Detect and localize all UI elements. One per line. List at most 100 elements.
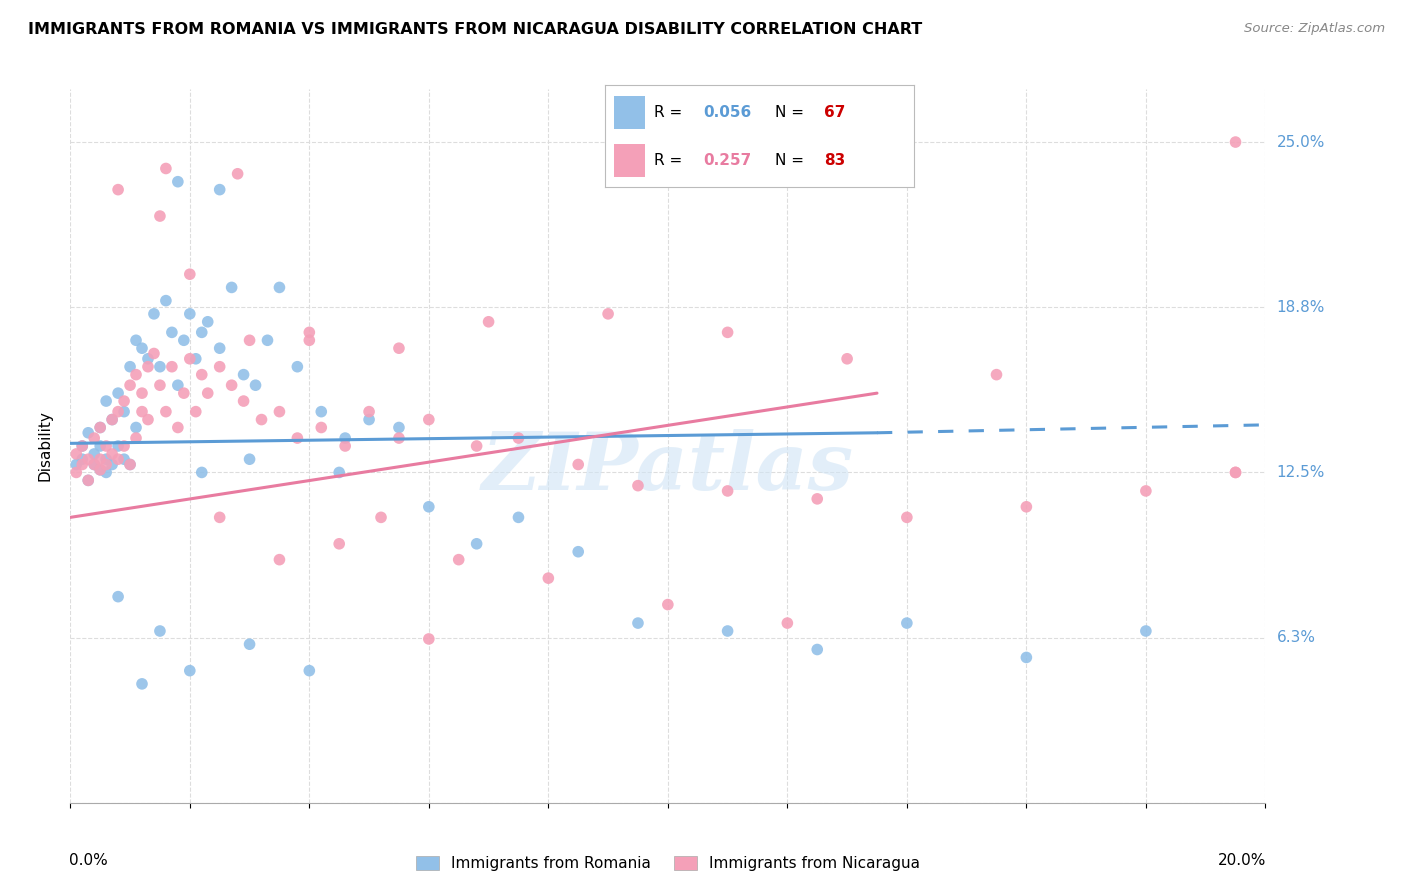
Point: [149, 624, 172, 638]
Point: [359, 404, 381, 418]
Point: [101, 458, 124, 472]
Point: [806, 491, 828, 506]
Point: [388, 420, 411, 434]
Point: [478, 315, 501, 329]
Point: [465, 537, 488, 551]
Point: [125, 368, 148, 382]
Point: [1015, 500, 1038, 514]
Point: [388, 431, 411, 445]
Point: [107, 439, 129, 453]
FancyBboxPatch shape: [614, 145, 645, 177]
Point: [125, 333, 148, 347]
Point: [125, 420, 148, 434]
Point: [837, 351, 859, 366]
Point: [149, 359, 172, 374]
Point: [65, 466, 87, 480]
Point: [89, 439, 111, 453]
Point: [96, 458, 118, 472]
Point: [107, 452, 129, 467]
Point: [166, 378, 188, 392]
Point: [184, 404, 207, 418]
Point: [136, 351, 159, 366]
Point: [328, 466, 350, 480]
Point: [567, 545, 589, 559]
Point: [287, 359, 309, 374]
Point: [806, 642, 828, 657]
Point: [131, 677, 153, 691]
Point: [197, 315, 219, 329]
Text: ZIPatlas: ZIPatlas: [482, 429, 853, 506]
Point: [155, 293, 177, 308]
Point: [567, 458, 589, 472]
Point: [508, 510, 530, 524]
Point: [1015, 650, 1038, 665]
Point: [70, 458, 93, 472]
Point: [627, 478, 650, 492]
Point: [1135, 624, 1157, 638]
Point: [232, 394, 254, 409]
Point: [89, 463, 111, 477]
Point: [311, 404, 333, 418]
Point: [149, 209, 172, 223]
Point: [208, 359, 231, 374]
Point: [65, 458, 87, 472]
Point: [77, 452, 100, 467]
Point: [269, 280, 291, 294]
Point: [418, 500, 440, 514]
Point: [717, 483, 740, 498]
Point: [173, 386, 195, 401]
Point: [101, 447, 124, 461]
Text: 83: 83: [824, 153, 845, 169]
Point: [986, 368, 1008, 382]
Point: [208, 510, 231, 524]
Text: 67: 67: [824, 105, 845, 120]
Point: [77, 425, 100, 440]
Point: [65, 447, 87, 461]
Point: [335, 431, 357, 445]
Point: [77, 474, 100, 488]
Point: [101, 412, 124, 426]
Text: N =: N =: [775, 153, 808, 169]
Point: [83, 458, 105, 472]
Point: [256, 333, 278, 347]
Text: IMMIGRANTS FROM ROMANIA VS IMMIGRANTS FROM NICARAGUA DISABILITY CORRELATION CHAR: IMMIGRANTS FROM ROMANIA VS IMMIGRANTS FR…: [28, 22, 922, 37]
Point: [179, 307, 201, 321]
Point: [173, 333, 195, 347]
Text: 18.8%: 18.8%: [1277, 300, 1324, 315]
Point: [179, 267, 201, 281]
Point: [465, 439, 488, 453]
Text: R =: R =: [654, 153, 688, 169]
Point: [657, 598, 679, 612]
Point: [298, 333, 321, 347]
Point: [112, 452, 135, 467]
Point: [1225, 135, 1247, 149]
Point: [83, 431, 105, 445]
Point: [221, 280, 243, 294]
Point: [1225, 466, 1247, 480]
Y-axis label: Disability: Disability: [37, 410, 52, 482]
Point: [311, 420, 333, 434]
Point: [112, 439, 135, 453]
Point: [70, 439, 93, 453]
Point: [136, 412, 159, 426]
Point: [287, 431, 309, 445]
Text: 25.0%: 25.0%: [1277, 135, 1324, 150]
Point: [598, 307, 620, 321]
Point: [89, 452, 111, 467]
Point: [896, 616, 918, 631]
Point: [107, 590, 129, 604]
Point: [232, 368, 254, 382]
Point: [250, 412, 273, 426]
Point: [96, 466, 118, 480]
Point: [208, 341, 231, 355]
Point: [70, 452, 93, 467]
Point: [717, 326, 740, 340]
Text: 0.056: 0.056: [703, 105, 752, 120]
Point: [136, 359, 159, 374]
Point: [120, 359, 141, 374]
Point: [328, 537, 350, 551]
Point: [120, 378, 141, 392]
Point: [77, 474, 100, 488]
Point: [388, 341, 411, 355]
Point: [537, 571, 560, 585]
